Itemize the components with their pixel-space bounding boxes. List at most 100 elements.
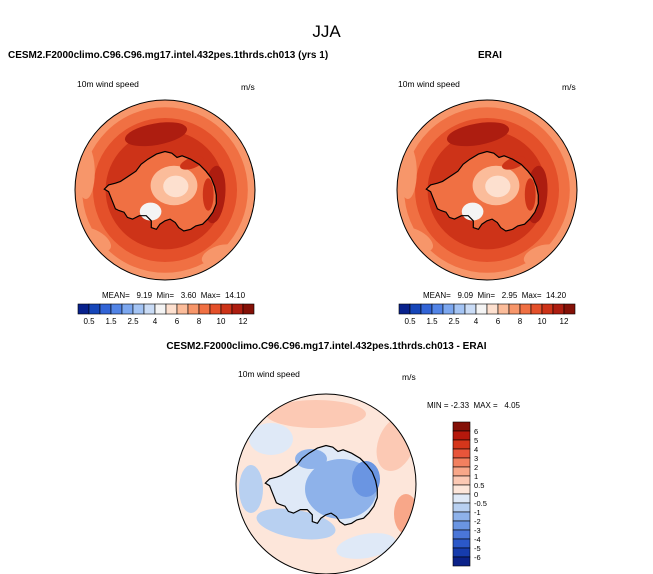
panel-2-max-value: 14.20 (546, 291, 567, 300)
panel-2-units: m/s (562, 82, 576, 92)
colorbar-2-box-11 (519, 303, 532, 315)
colorbar-1-box-0 (77, 303, 90, 315)
map-3-pos-north (266, 400, 366, 428)
panel-1-max-value: 14.10 (225, 291, 246, 300)
colorbar-3-tick-11: -3 (474, 526, 481, 535)
panel-2-max-label: Max= (521, 291, 542, 300)
map-2-katabatic-2 (524, 178, 536, 211)
colorbar-2-box-12 (530, 303, 543, 315)
colorbar-3-tick-10: -2 (474, 517, 481, 526)
map-1-field (75, 100, 255, 280)
panel-1-min-value: 3.60 (180, 291, 197, 300)
colorbar-1-tick-7: 12 (239, 317, 248, 326)
colorbar-3-tick-13: -5 (474, 544, 481, 553)
colorbar-3-box-15 (452, 556, 471, 567)
panel-2-title: ERAI (478, 50, 502, 61)
colorbar-3-tick-1: 5 (474, 436, 478, 445)
colorbar-3-box-3 (452, 448, 471, 459)
map-3-field (236, 394, 416, 574)
colorbar-3-tick-4: 2 (474, 463, 478, 472)
panel-1-max-label: Max= (200, 291, 221, 300)
colorbar-1-tick-0: 0.5 (83, 317, 95, 326)
map-3-coastline (264, 444, 378, 526)
panel-3-title: CESM2.F2000climo.C96.C96.mg17.intel.432p… (166, 341, 487, 352)
colorbar-2-tick-5: 8 (518, 317, 523, 326)
panel-2-variable: 10m wind speed (398, 79, 460, 89)
colorbar-2-box-6 (464, 303, 477, 315)
colorbar-1-box-8 (165, 303, 178, 315)
map-2-plateau-calm (485, 175, 511, 198)
map-2-weak-west (398, 145, 417, 199)
colorbar-3-tick-9: -1 (474, 508, 481, 517)
panel-2-min-label: Min= (477, 291, 496, 300)
colorbar-3-tick-6: 0.5 (474, 481, 484, 490)
colorbar-3-box-11 (452, 520, 471, 531)
colorbar-1-box-12 (209, 303, 222, 315)
map-3-continent-neg-north (295, 449, 327, 469)
map-1-weak-west (76, 145, 95, 199)
colorbar-3-box-12 (452, 529, 471, 540)
panel-2-mean-value: 9.09 (457, 291, 474, 300)
colorbar-1-tick-6: 10 (217, 317, 226, 326)
colorbar-2-box-4 (442, 303, 455, 315)
colorbar-3-tick-8: -0.5 (474, 499, 487, 508)
colorbar-2-tick-3: 4 (474, 317, 479, 326)
map-1-coastline (103, 150, 217, 232)
map-3-neg-west (239, 465, 263, 513)
colorbar-1-tick-5: 8 (197, 317, 202, 326)
colorbar-1-box-9 (176, 303, 189, 315)
panel-1-min-label: Min= (156, 291, 175, 300)
colorbar-3-box-10 (452, 511, 471, 522)
panel-3-min-label: MIN = (427, 401, 449, 410)
colorbar-1-box-15 (242, 303, 255, 315)
panel-1-mean-label: MEAN= (102, 291, 130, 300)
map-2-ross-calm (461, 202, 484, 221)
colorbar-2-box-10 (508, 303, 521, 315)
colorbar-3-box-1 (452, 430, 471, 441)
colorbar-2-box-5 (453, 303, 466, 315)
colorbar-3-box-5 (452, 466, 471, 477)
colorbar-2-tick-6: 10 (538, 317, 547, 326)
colorbar-1-tick-2: 2.5 (127, 317, 139, 326)
colorbar-3-tick-12: -4 (474, 535, 481, 544)
panel-1-stats: MEAN= 9.19 Min= 3.60 Max= 14.10 (102, 291, 245, 300)
colorbar-2-box-13 (541, 303, 554, 315)
figure-title: JJA (312, 22, 341, 41)
panel-2-mean-label: MEAN= (423, 291, 451, 300)
map-2-border (396, 99, 578, 281)
colorbar-2-box-2 (420, 303, 433, 315)
colorbar-1-tick-3: 4 (153, 317, 158, 326)
panel-3-units: m/s (402, 372, 416, 382)
colorbar-2-box-8 (486, 303, 499, 315)
colorbar-1-box-11 (198, 303, 211, 315)
colorbar-2-box-9 (497, 303, 510, 315)
colorbar-3-box-13 (452, 538, 471, 549)
panel-3-variable: 10m wind speed (238, 369, 300, 379)
colorbar-1-box-1 (88, 303, 101, 315)
panel-3-min-value: -2.33 (450, 401, 470, 410)
colorbar-1-box-7 (154, 303, 167, 315)
colorbar-3-tick-5: 1 (474, 472, 478, 481)
colorbar-1-box-2 (99, 303, 112, 315)
panel-3-max-value: 4.05 (504, 401, 520, 410)
map-1-katabatic-2 (202, 178, 214, 211)
colorbar-1-tick-4: 6 (175, 317, 180, 326)
colorbar-3-tick-0: 6 (474, 427, 478, 436)
panel-1-units: m/s (241, 82, 255, 92)
colorbar-2-box-14 (552, 303, 565, 315)
map-1-plateau-calm (163, 175, 189, 198)
colorbar-3-box-8 (452, 493, 471, 504)
map-3-neg-nw (249, 423, 293, 455)
panel-1-title: CESM2.F2000climo.C96.C96.mg17.intel.432p… (8, 50, 329, 61)
map-2-katabatic-1 (502, 156, 526, 170)
colorbar-3-box-0 (452, 421, 471, 432)
colorbar-3-tick-14: -6 (474, 553, 481, 562)
colorbar-3-tick-2: 4 (474, 445, 478, 454)
colorbar-2-tick-7: 12 (560, 317, 569, 326)
colorbar-1-box-4 (121, 303, 134, 315)
map-1-border (74, 99, 256, 281)
panel-1-mean-value: 9.19 (136, 291, 153, 300)
colorbar-2-box-0 (398, 303, 411, 315)
